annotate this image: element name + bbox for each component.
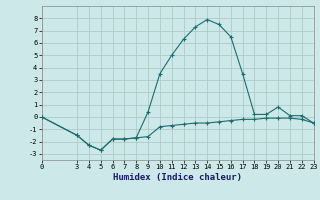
X-axis label: Humidex (Indice chaleur): Humidex (Indice chaleur) [113, 173, 242, 182]
